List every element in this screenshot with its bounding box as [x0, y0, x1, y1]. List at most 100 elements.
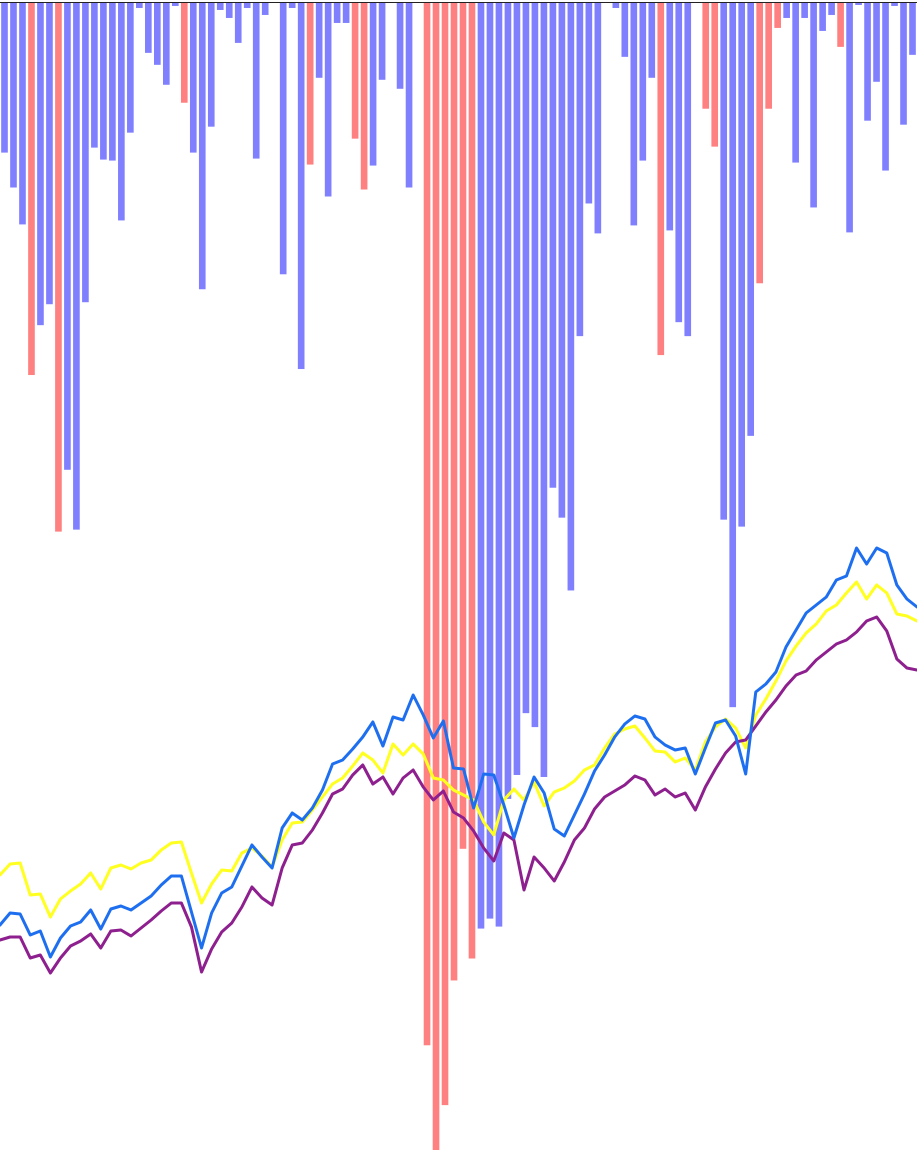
- bar-18: [162, 3, 170, 85]
- bar-48: [432, 3, 440, 1151]
- bar-32: [288, 3, 296, 8]
- bar-20: [180, 3, 188, 103]
- bar-65: [585, 3, 593, 204]
- bar-series: [1, 3, 916, 1151]
- bar-31: [279, 3, 287, 275]
- bar-93: [837, 3, 844, 47]
- bar-90: [810, 3, 817, 208]
- bar-59: [531, 3, 539, 728]
- bar-1: [10, 3, 17, 188]
- bar-84: [756, 3, 763, 284]
- bar-85: [765, 3, 772, 109]
- bar-62: [558, 3, 566, 518]
- bar-9: [82, 3, 89, 303]
- bar-98: [882, 3, 889, 171]
- bar-29: [261, 3, 269, 15]
- bar-53: [477, 3, 485, 929]
- bar-63: [567, 3, 575, 591]
- line-blue: [0, 546, 917, 959]
- bar-68: [612, 3, 620, 8]
- bar-34: [306, 3, 314, 165]
- bar-13: [118, 3, 125, 221]
- bar-88: [792, 3, 799, 163]
- bar-64: [576, 3, 584, 337]
- bar-72: [648, 3, 656, 78]
- bar-7: [64, 3, 71, 470]
- bar-17: [154, 3, 161, 65]
- line-purple: [0, 615, 917, 975]
- bar-100: [900, 3, 907, 125]
- bar-45: [405, 3, 413, 188]
- bar-36: [324, 3, 332, 197]
- bar-95: [855, 3, 862, 5]
- bar-51: [459, 3, 467, 849]
- bar-86: [774, 3, 781, 28]
- bar-41: [369, 3, 377, 166]
- bar-44: [396, 3, 404, 89]
- bar-33: [297, 3, 305, 370]
- bar-55: [495, 3, 503, 927]
- bar-11: [100, 3, 107, 160]
- bar-99: [891, 3, 898, 6]
- bar-70: [630, 3, 638, 226]
- bar-8: [73, 3, 80, 530]
- bar-75: [675, 3, 683, 323]
- bar-3: [28, 3, 35, 376]
- bar-15: [136, 3, 143, 8]
- bar-56: [504, 3, 512, 799]
- bar-2: [19, 3, 26, 225]
- bar-38: [342, 3, 350, 23]
- bar-80: [720, 3, 728, 520]
- bar-69: [621, 3, 629, 57]
- bar-96: [864, 3, 871, 121]
- bar-35: [315, 3, 323, 78]
- line-yellow: [0, 580, 917, 919]
- bar-83: [747, 3, 755, 436]
- bar-24: [216, 3, 224, 10]
- bar-27: [243, 3, 251, 8]
- bar-57: [513, 3, 521, 775]
- bar-4: [37, 3, 44, 326]
- bar-6: [55, 3, 62, 532]
- bar-54: [486, 3, 494, 919]
- bar-87: [783, 3, 790, 18]
- bar-82: [738, 3, 746, 527]
- bar-58: [522, 3, 530, 714]
- bar-78: [702, 3, 710, 109]
- bar-19: [171, 3, 179, 6]
- bar-66: [594, 3, 602, 234]
- line-series-group: [0, 546, 917, 975]
- bar-101: [909, 3, 916, 55]
- bar-21: [189, 3, 197, 153]
- bar-39: [351, 3, 359, 139]
- bar-91: [819, 3, 826, 31]
- bar-12: [109, 3, 116, 161]
- bar-25: [225, 3, 233, 18]
- bar-50: [450, 3, 458, 981]
- bar-76: [684, 3, 692, 337]
- bar-97: [873, 3, 880, 82]
- bar-52: [468, 3, 476, 959]
- bar-74: [666, 3, 674, 231]
- bar-89: [801, 3, 808, 18]
- bar-92: [828, 3, 835, 15]
- bar-26: [234, 3, 242, 43]
- bar-49: [441, 3, 449, 1106]
- bar-60: [540, 3, 548, 777]
- bar-28: [252, 3, 260, 159]
- bar-47: [423, 3, 431, 1046]
- bar-40: [360, 3, 368, 190]
- bar-73: [657, 3, 665, 356]
- bar-94: [846, 3, 853, 233]
- bar-0: [1, 3, 8, 153]
- bar-22: [198, 3, 206, 290]
- bar-42: [378, 3, 386, 80]
- bar-5: [46, 3, 53, 305]
- bar-71: [639, 3, 647, 161]
- bar-79: [711, 3, 719, 147]
- bar-61: [549, 3, 557, 488]
- bar-16: [145, 3, 152, 53]
- bar-14: [127, 3, 134, 133]
